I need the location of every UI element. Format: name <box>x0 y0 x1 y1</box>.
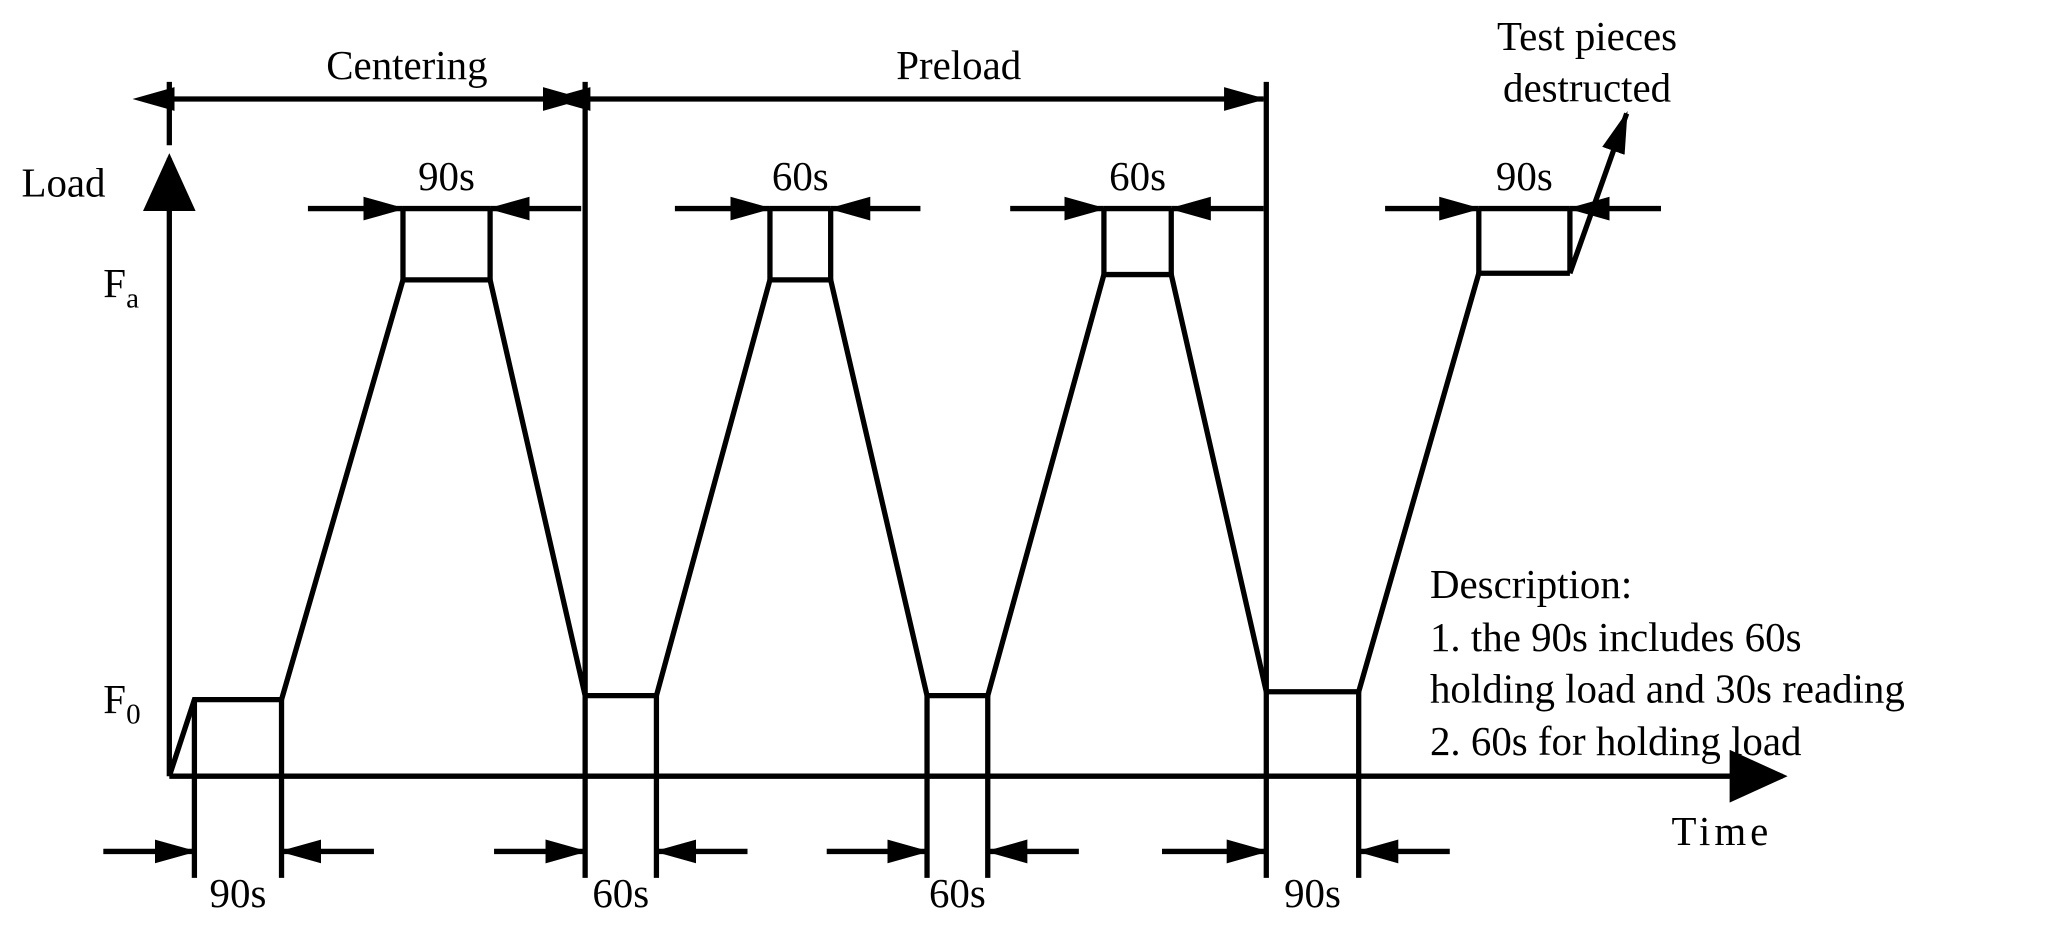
phase-label: Preload <box>896 43 1021 88</box>
duration-label: 90s <box>1284 871 1341 916</box>
duration-label: 60s <box>1109 154 1166 199</box>
description-line: 2. 60s for holding load <box>1430 719 1802 764</box>
level-sub: a <box>126 283 139 315</box>
description-line: 1. the 90s includes 60s <box>1430 615 1802 660</box>
description-line: holding load and 30s reading <box>1430 666 1905 711</box>
level-label: F0 <box>103 677 140 731</box>
level-main: F <box>103 261 126 306</box>
duration-label: 90s <box>210 871 267 916</box>
phase-label: Centering <box>326 43 487 88</box>
level-main: F <box>103 677 126 722</box>
duration-label: 60s <box>772 154 829 199</box>
annotation: destructed <box>1503 66 1671 111</box>
duration-label: 90s <box>1496 154 1553 199</box>
description-title: Description: <box>1430 562 1632 607</box>
x-axis-label: Time <box>1672 809 1773 854</box>
duration-label: 60s <box>929 871 986 916</box>
y-axis-label: Load <box>21 161 105 206</box>
level-label: Fa <box>103 261 139 315</box>
destruct-arrow <box>1567 111 1630 275</box>
duration-label: 60s <box>592 871 649 916</box>
level-sub: 0 <box>126 698 141 730</box>
duration-label: 90s <box>418 154 475 199</box>
annotation: Test pieces <box>1497 14 1677 59</box>
